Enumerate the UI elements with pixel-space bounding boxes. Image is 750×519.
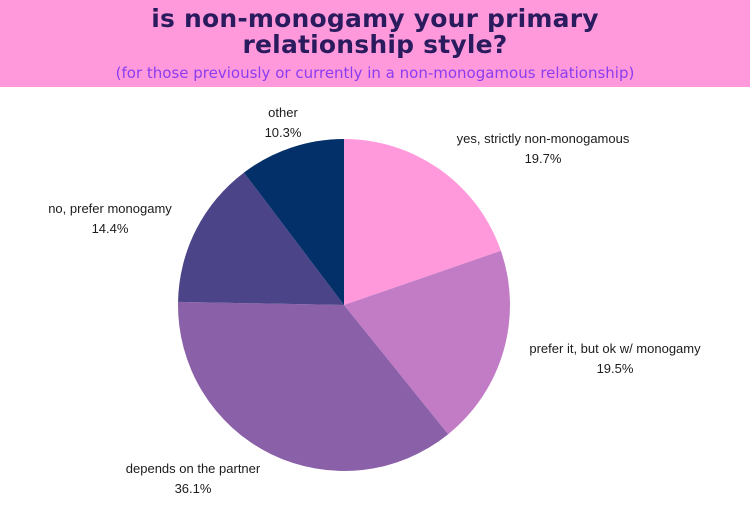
slice-label: other [268,105,298,120]
pie-slice [344,139,501,305]
slice-value-label: 36.1% [175,481,212,496]
pie-labels: yes, strictly non-monogamous 19.7% prefer … [48,105,701,496]
slice-value-label: 19.5% [597,361,634,376]
pie-slices [178,139,510,471]
slice-value-label: 19.7% [525,151,562,166]
chart-subtitle: (for those previously or currently in a … [115,64,635,82]
pie-slice [178,172,344,305]
pie-slice [243,139,344,305]
slice-label: prefer it, but ok w/ monogamy [529,341,701,356]
pie-slice [344,250,510,435]
slice-label: yes, strictly non-monogamous [457,131,630,146]
chart-title-line-1: is non-monogamy your primary [151,4,599,33]
slice-label: depends on the partner [126,461,261,476]
chart-title-line-2: relationship style? [242,30,508,59]
slice-label: no, prefer monogamy [48,201,172,216]
slice-value-label: 10.3% [265,125,302,140]
pie-slice [178,301,449,471]
chart-header: is non-monogamy your primary relationshi… [0,0,750,87]
slice-value-label: 14.4% [92,221,129,236]
